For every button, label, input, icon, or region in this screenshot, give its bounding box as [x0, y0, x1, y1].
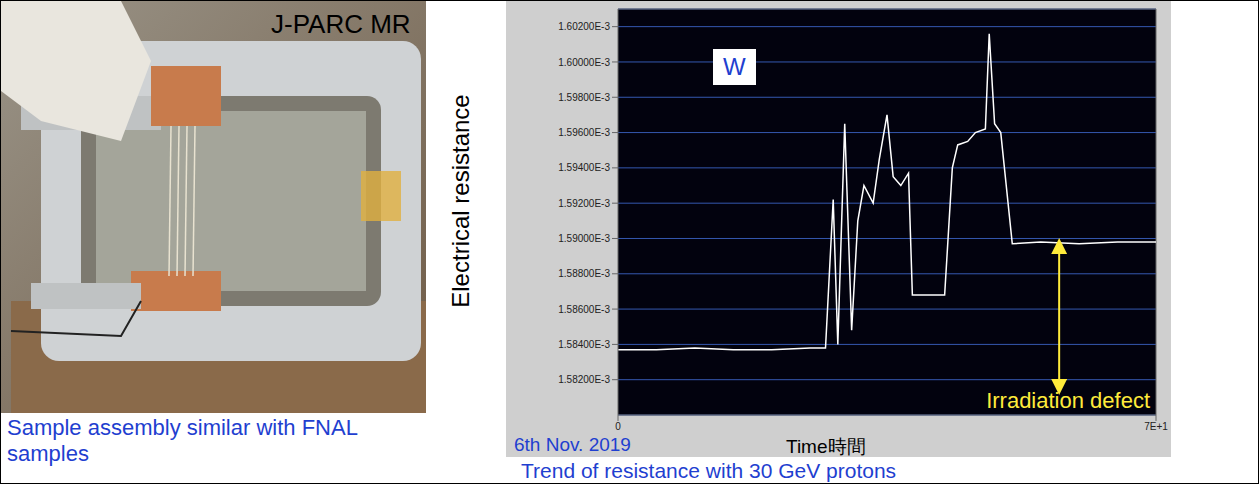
svg-text:1.58600E-3: 1.58600E-3	[558, 304, 610, 315]
svg-text:7E+1: 7E+1	[1144, 421, 1168, 432]
html-text:6th Nov. 2019: 6th Nov. 2019	[514, 434, 631, 455]
html-text:J-PARC MR: J-PARC MR	[271, 9, 411, 39]
html-text:W: W	[723, 53, 746, 80]
svg-text:1.58200E-3: 1.58200E-3	[558, 374, 610, 385]
html-text:Trend of resistance with 30 Ge: Trend of resistance with 30 GeV protons	[521, 459, 897, 482]
svg-text:1.60000E-3: 1.60000E-3	[558, 57, 610, 68]
svg-text:1.59200E-3: 1.59200E-3	[558, 198, 610, 209]
svg-text:1.58800E-3: 1.58800E-3	[558, 268, 610, 279]
html-text:Sample assembly similar with F: Sample assembly similar with FNAL sample…	[7, 415, 358, 466]
html-text:Time時間: Time時間	[786, 436, 866, 457]
html-text:Electrical resistance: Electrical resistance	[447, 94, 474, 308]
svg-text:1.59000E-3: 1.59000E-3	[558, 233, 610, 244]
svg-text:0: 0	[615, 421, 621, 432]
svg-text:1.59800E-3: 1.59800E-3	[558, 92, 610, 103]
svg-text:1.58400E-3: 1.58400E-3	[558, 339, 610, 350]
svg-text:1.59400E-3: 1.59400E-3	[558, 162, 610, 173]
svg-text:1.60200E-3: 1.60200E-3	[558, 21, 610, 32]
html-text:Irradiation defect: Irradiation defect	[986, 388, 1150, 413]
svg-text:1.59600E-3: 1.59600E-3	[558, 127, 610, 138]
